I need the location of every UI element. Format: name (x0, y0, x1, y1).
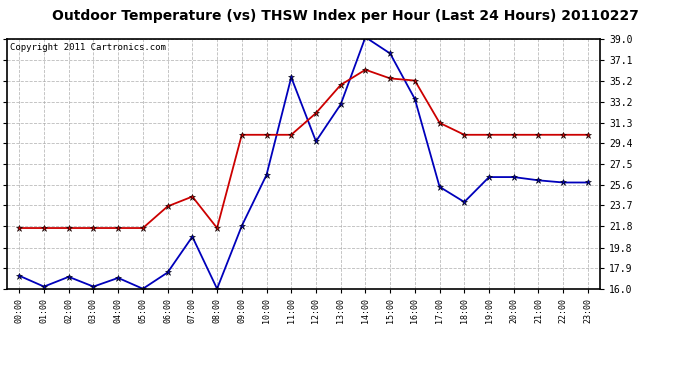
Text: Outdoor Temperature (vs) THSW Index per Hour (Last 24 Hours) 20110227: Outdoor Temperature (vs) THSW Index per … (52, 9, 638, 23)
Text: Copyright 2011 Cartronics.com: Copyright 2011 Cartronics.com (10, 43, 166, 52)
